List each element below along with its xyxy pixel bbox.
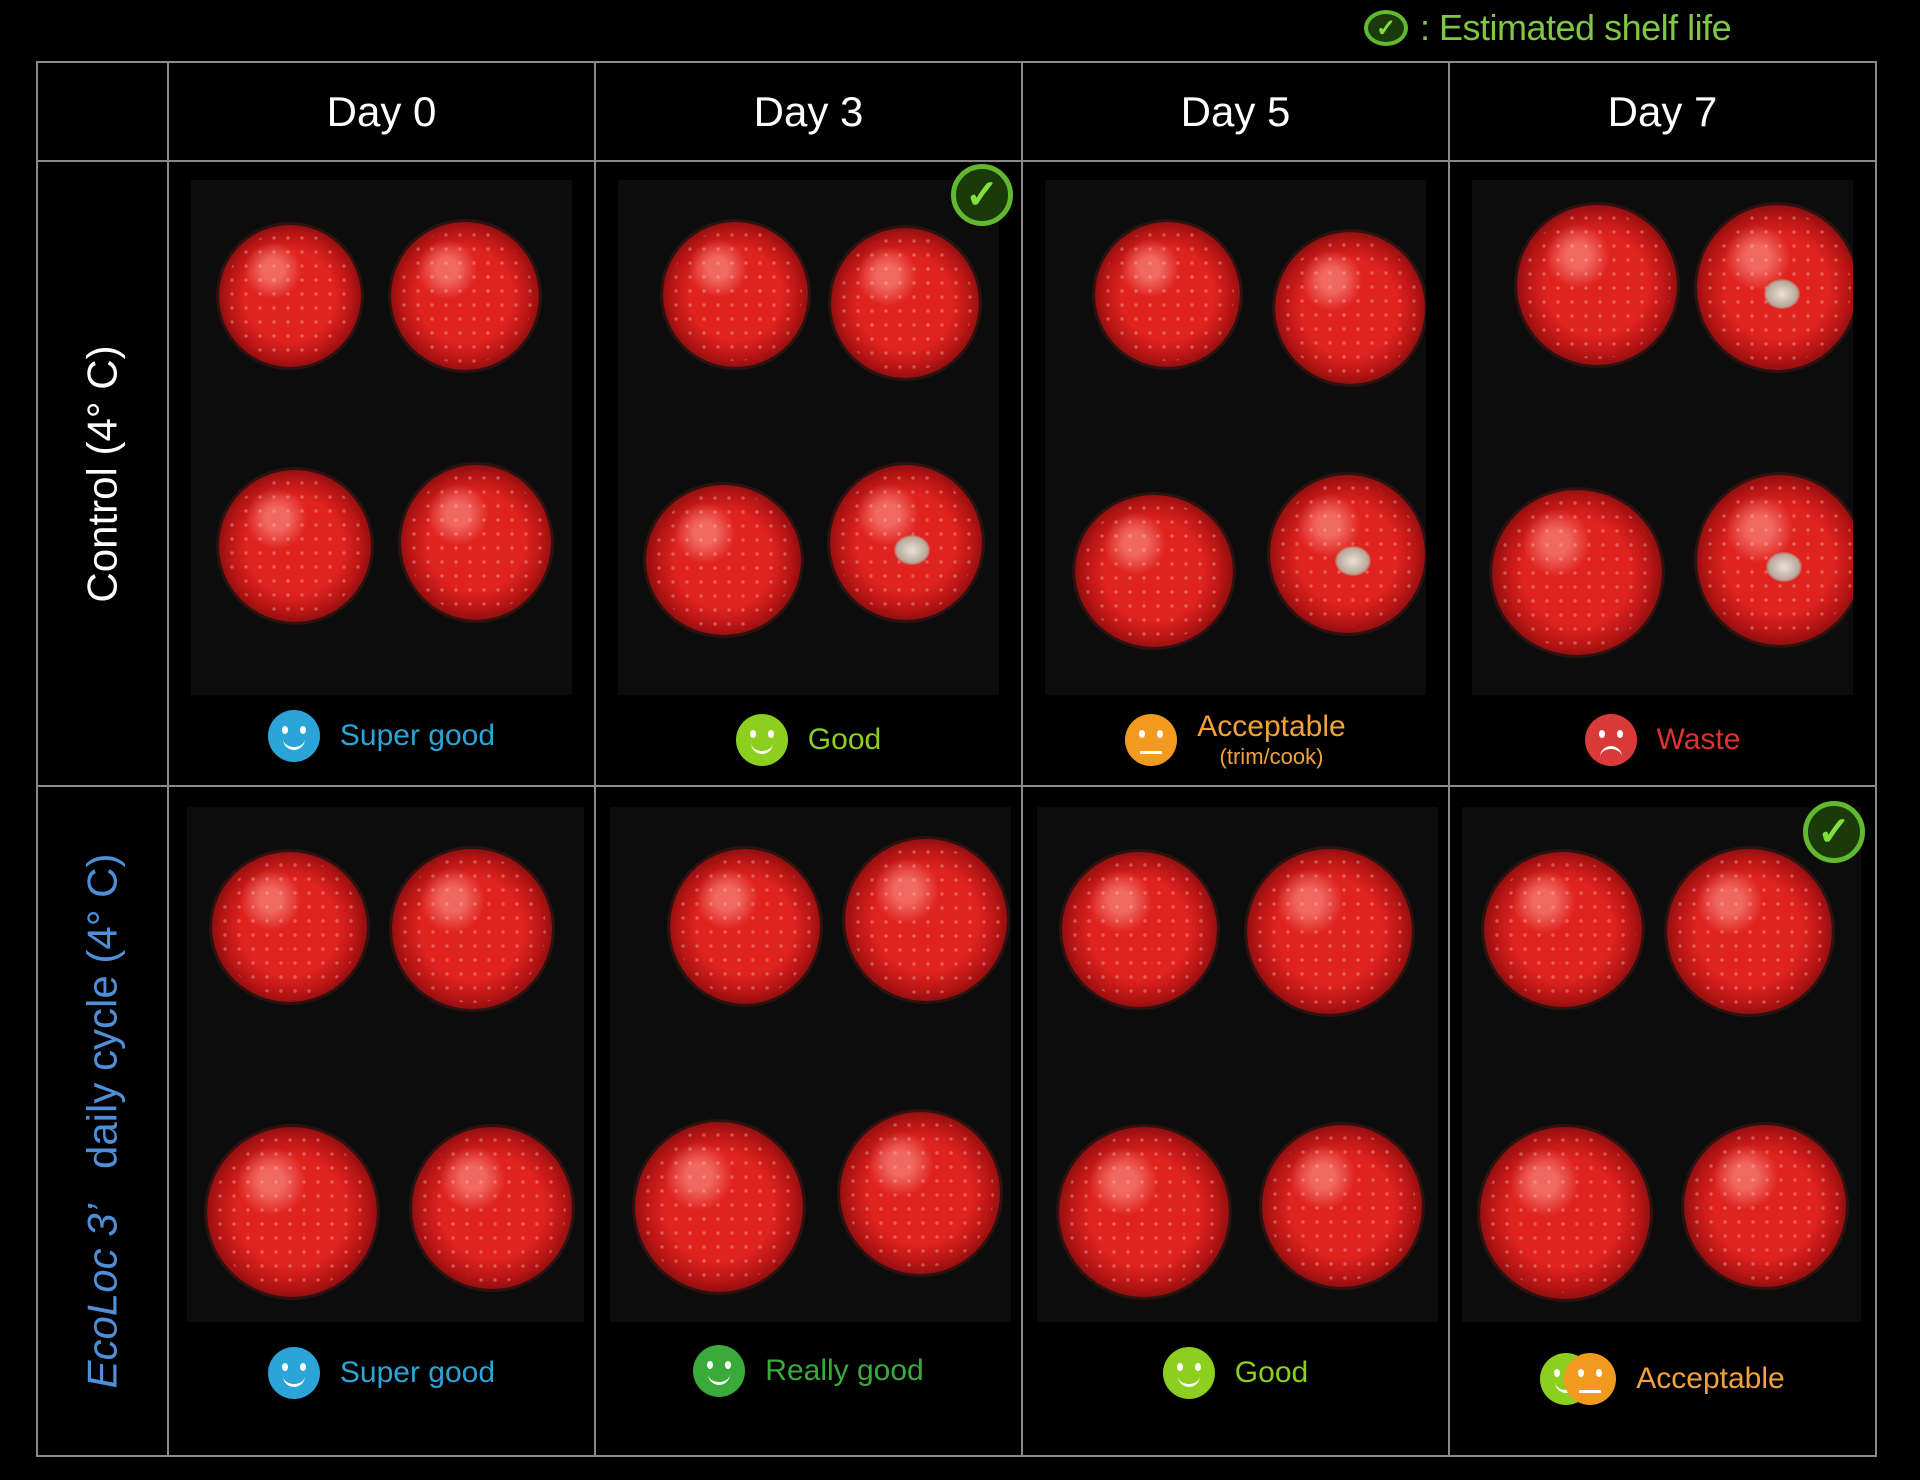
status: Acceptable bbox=[1450, 1353, 1875, 1405]
row-label-control: Control (4° C) bbox=[38, 162, 169, 787]
legend: ✓ : Estimated shelf life bbox=[1364, 4, 1732, 52]
status: Waste bbox=[1450, 714, 1875, 766]
check-circle-icon: ✓ bbox=[1364, 10, 1408, 46]
row-label-ecoloc-italic: EcoLoc 3’ bbox=[78, 1204, 126, 1389]
raspberry-photo bbox=[1045, 180, 1426, 695]
cell-control-day7: Waste bbox=[1450, 162, 1877, 787]
row-label-control-text: Control (4° C) bbox=[78, 344, 126, 603]
status-label: Good bbox=[807, 723, 882, 756]
column-header-day7: Day 7 bbox=[1450, 63, 1877, 162]
status-label: Waste bbox=[1656, 723, 1741, 756]
smiley-face-icon bbox=[1162, 1347, 1215, 1399]
sad-face-icon bbox=[1584, 714, 1637, 766]
raspberry-photo bbox=[610, 807, 1011, 1322]
shelf-life-check-icon: ✓ bbox=[1803, 801, 1865, 863]
column-header-day0: Day 0 bbox=[169, 63, 596, 162]
smiley-face-icon bbox=[267, 1347, 320, 1399]
row-label-ecoloc-text: EcoLoc 3’ daily cycle (4° C) bbox=[79, 853, 127, 1388]
status: Super good bbox=[169, 1347, 594, 1399]
cell-control-day5: Acceptable (trim/cook) bbox=[1023, 162, 1450, 787]
status: Acceptable (trim/cook) bbox=[1023, 710, 1448, 770]
status-sublabel: (trim/cook) bbox=[1219, 744, 1324, 769]
raspberry-photo bbox=[1472, 180, 1853, 695]
row-label-ecoloc: EcoLoc 3’ daily cycle (4° C) bbox=[38, 787, 169, 1457]
status-label: Good bbox=[1234, 1356, 1309, 1389]
neutral-face-icon bbox=[1125, 714, 1178, 766]
status-label: Really good bbox=[765, 1354, 924, 1387]
comparison-grid: Day 0 Day 3 Day 5 Day 7 Control (4° C) S… bbox=[36, 61, 1877, 1457]
cell-control-day3: ✓ Good bbox=[596, 162, 1023, 787]
smiley-face-icon bbox=[267, 710, 320, 762]
status: Really good bbox=[596, 1345, 1021, 1397]
cell-ecoloc-day5: Good bbox=[1023, 787, 1450, 1457]
mixed-face-icon bbox=[1540, 1353, 1617, 1405]
cell-ecoloc-day0: Super good bbox=[169, 787, 596, 1457]
shelf-life-check-icon: ✓ bbox=[951, 164, 1013, 226]
status-label: Super good bbox=[339, 1356, 496, 1389]
column-header-day5: Day 5 bbox=[1023, 63, 1450, 162]
raspberry-photo bbox=[191, 180, 572, 695]
grinning-face-icon bbox=[693, 1345, 746, 1397]
cell-control-day0: Super good bbox=[169, 162, 596, 787]
status-label: Acceptable bbox=[1197, 710, 1346, 743]
corner-cell bbox=[38, 63, 169, 162]
status-label: Super good bbox=[339, 719, 496, 752]
raspberry-photo bbox=[187, 807, 584, 1322]
smiley-face-icon bbox=[735, 714, 788, 766]
status: Super good bbox=[169, 710, 594, 762]
raspberry-photo bbox=[1037, 807, 1438, 1322]
cell-ecoloc-day7: ✓ Acceptable bbox=[1450, 787, 1877, 1457]
status-label: Acceptable bbox=[1636, 1362, 1785, 1395]
column-header-day3: Day 3 bbox=[596, 63, 1023, 162]
raspberry-photo bbox=[618, 180, 999, 695]
raspberry-photo bbox=[1462, 807, 1861, 1322]
status: Good bbox=[1023, 1347, 1448, 1399]
legend-text: : Estimated shelf life bbox=[1420, 7, 1732, 48]
cell-ecoloc-day3: Really good bbox=[596, 787, 1023, 1457]
row-label-ecoloc-rest: daily cycle (4° C) bbox=[78, 853, 126, 1170]
status: Good bbox=[596, 714, 1021, 766]
